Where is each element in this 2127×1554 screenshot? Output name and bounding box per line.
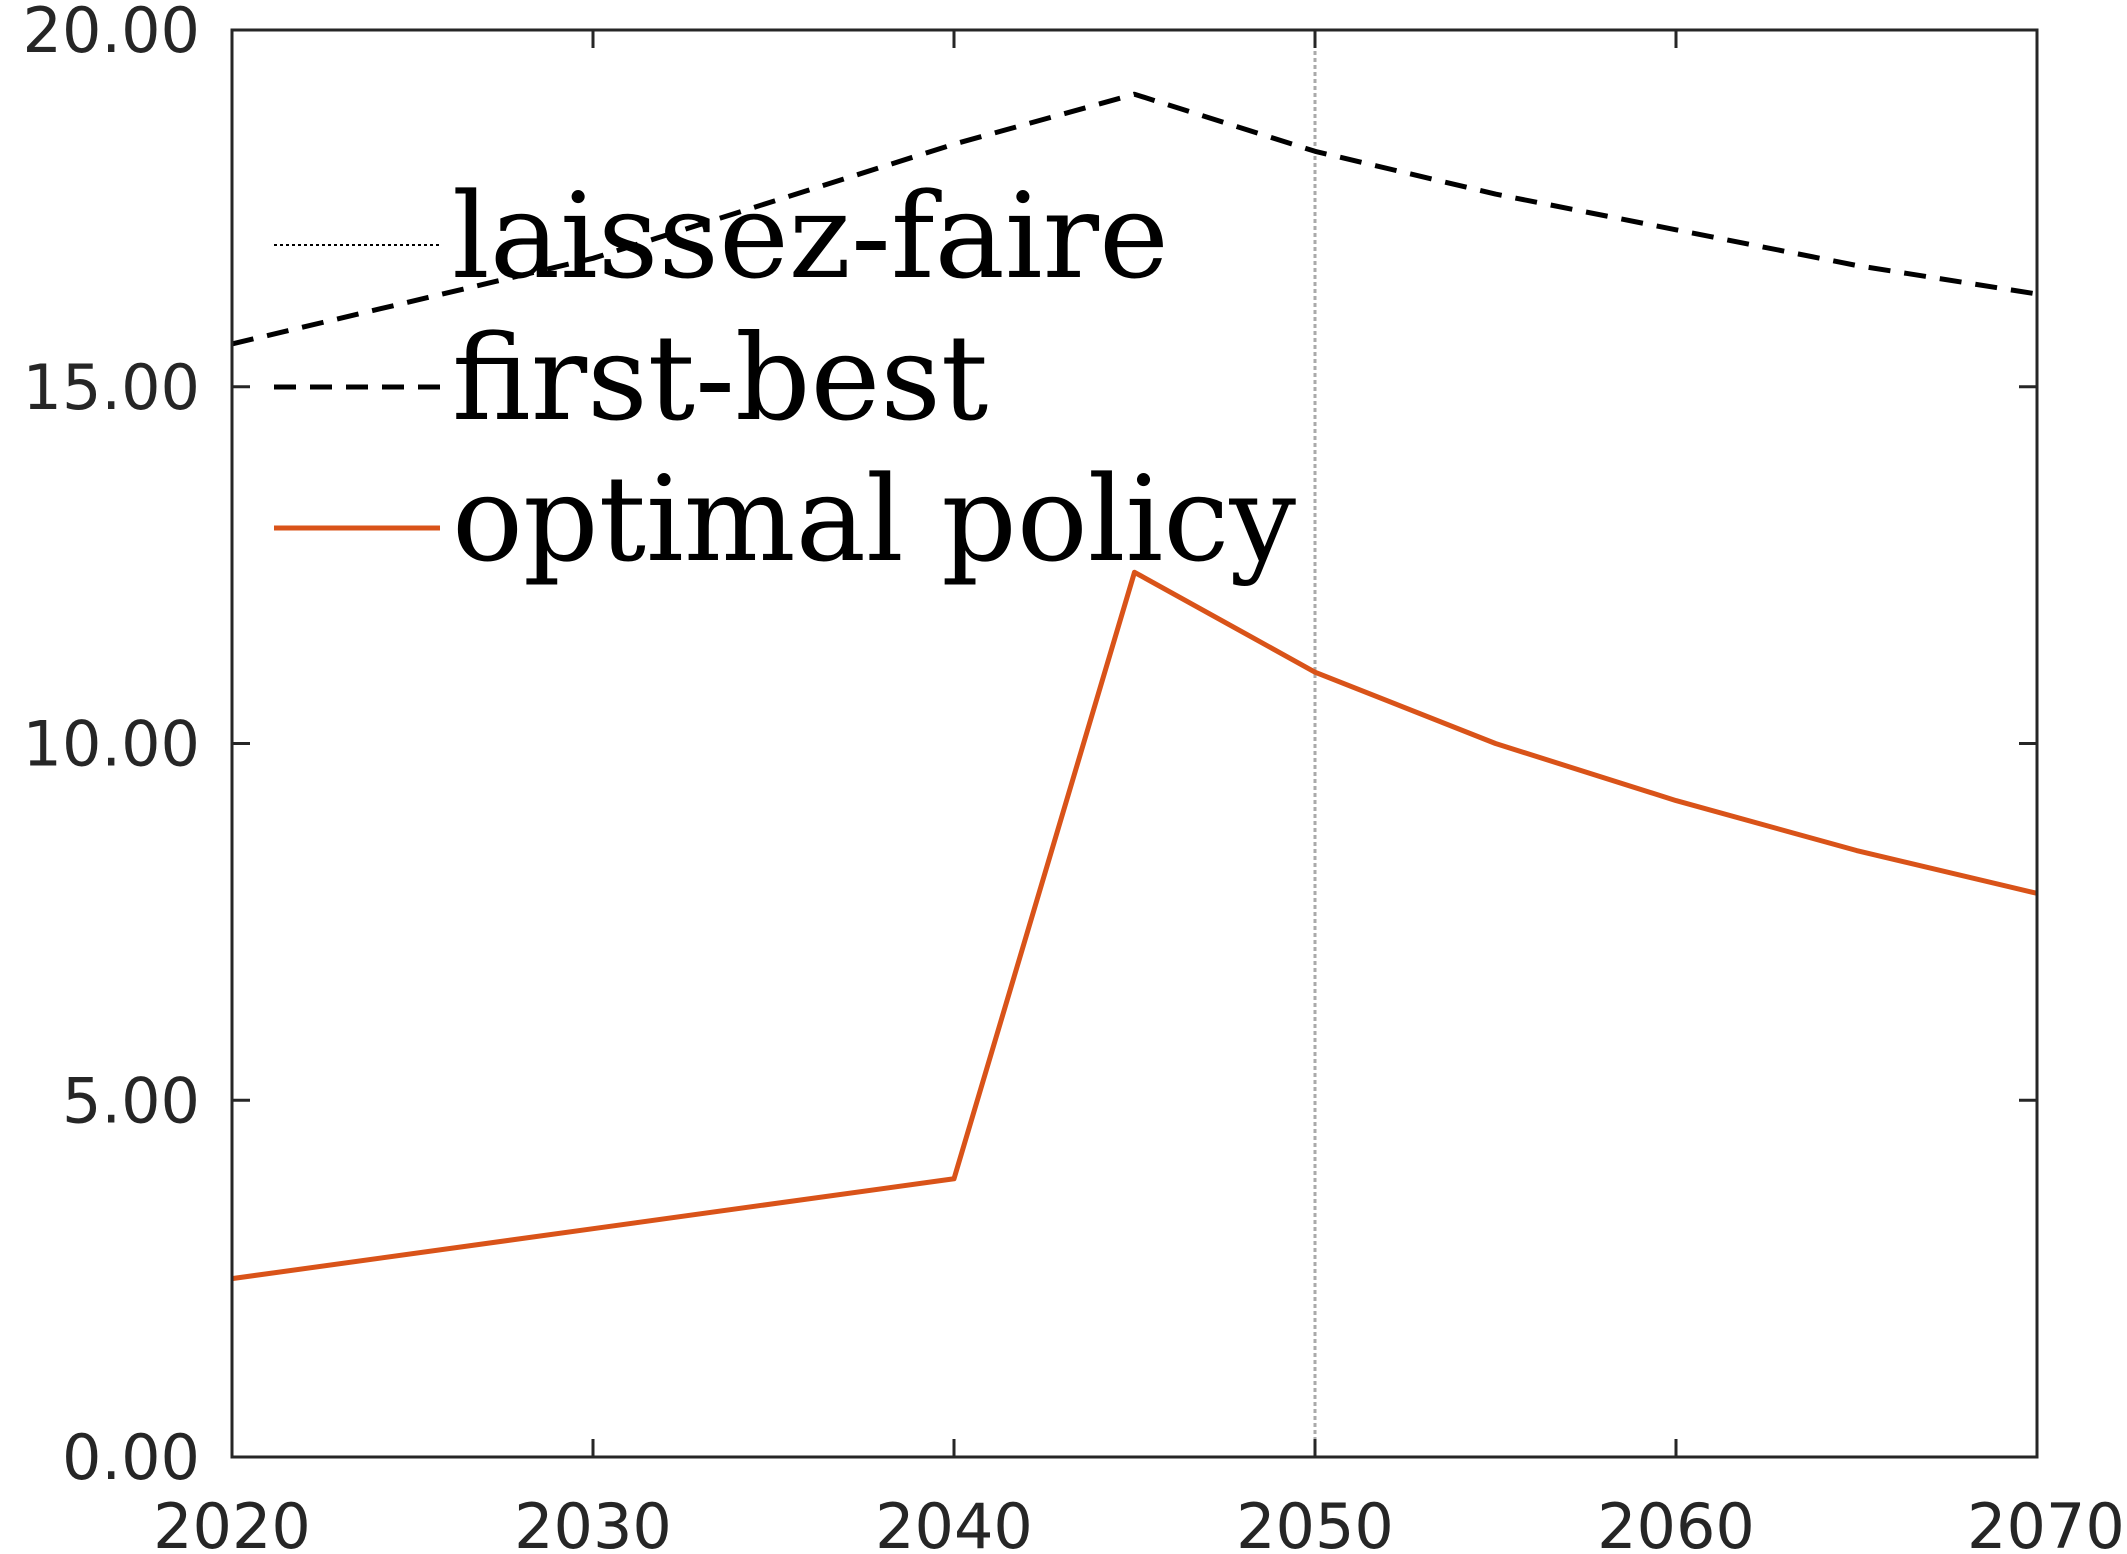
x-tick-label: 2020 [153, 1490, 311, 1554]
legend-label-laissez-faire: laissez-faire [452, 167, 1169, 305]
y-tick-label: 10.00 [23, 708, 201, 781]
legend-label-optimal-policy: optimal policy [452, 450, 1296, 588]
x-tick-label: 2050 [1236, 1490, 1394, 1554]
y-tick-label: 15.00 [23, 351, 201, 424]
x-tick-label: 2060 [1597, 1490, 1755, 1554]
axis-ticks: 2020 2030 2040 2050 2060 2070 0.00 5.00 10.00 15.… [23, 0, 2125, 1554]
series-line-optimal-policy [231, 569, 2038, 1282]
x-tick-label: 2070 [1967, 1490, 2125, 1554]
y-tick-label: 20.00 [23, 0, 201, 67]
legend-label-first-best: first-best [452, 309, 988, 447]
x-tick-label: 2030 [514, 1490, 672, 1554]
y-tick-label: 5.00 [62, 1064, 200, 1137]
x-tick-label: 2040 [875, 1490, 1033, 1554]
y-tick-label: 0.00 [62, 1421, 200, 1494]
